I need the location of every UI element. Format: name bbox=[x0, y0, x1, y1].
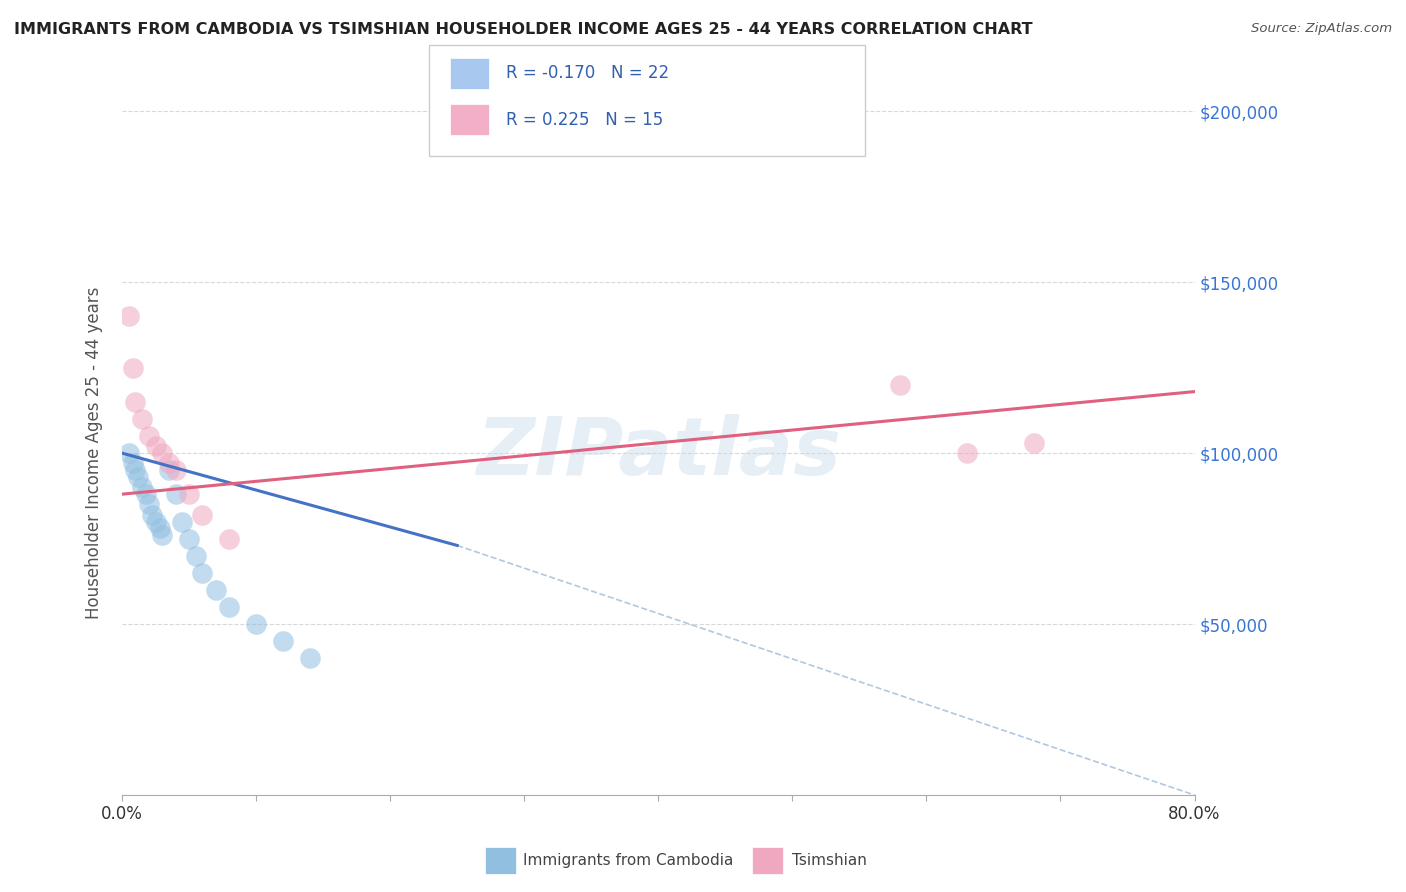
Point bbox=[191, 508, 214, 522]
Point bbox=[165, 487, 187, 501]
Point bbox=[118, 446, 141, 460]
Text: IMMIGRANTS FROM CAMBODIA VS TSIMSHIAN HOUSEHOLDER INCOME AGES 25 - 44 YEARS CORR: IMMIGRANTS FROM CAMBODIA VS TSIMSHIAN HO… bbox=[14, 22, 1032, 37]
Point bbox=[127, 470, 149, 484]
Text: R = -0.170   N = 22: R = -0.170 N = 22 bbox=[506, 64, 669, 82]
Point bbox=[145, 439, 167, 453]
Point bbox=[150, 528, 173, 542]
Point bbox=[157, 456, 180, 470]
Point bbox=[205, 582, 228, 597]
Point bbox=[124, 463, 146, 477]
Point bbox=[298, 651, 321, 665]
Point bbox=[956, 446, 979, 460]
Point bbox=[121, 456, 143, 470]
Text: Source: ZipAtlas.com: Source: ZipAtlas.com bbox=[1251, 22, 1392, 36]
Point bbox=[1022, 435, 1045, 450]
Point bbox=[121, 360, 143, 375]
Point bbox=[149, 521, 172, 535]
Point bbox=[889, 377, 911, 392]
Point bbox=[138, 429, 160, 443]
Point bbox=[145, 515, 167, 529]
Text: R = 0.225   N = 15: R = 0.225 N = 15 bbox=[506, 111, 664, 128]
Text: Tsimshian: Tsimshian bbox=[792, 854, 866, 868]
Point bbox=[150, 446, 173, 460]
Point bbox=[131, 412, 153, 426]
Point bbox=[138, 497, 160, 511]
Point bbox=[177, 487, 200, 501]
Point bbox=[157, 463, 180, 477]
Point bbox=[118, 310, 141, 324]
Point bbox=[131, 480, 153, 494]
Point bbox=[172, 515, 194, 529]
Point bbox=[218, 599, 240, 614]
Point bbox=[135, 487, 157, 501]
Point bbox=[165, 463, 187, 477]
Point bbox=[218, 532, 240, 546]
Text: ZIPatlas: ZIPatlas bbox=[475, 414, 841, 492]
Point bbox=[177, 532, 200, 546]
Point bbox=[124, 394, 146, 409]
Text: Immigrants from Cambodia: Immigrants from Cambodia bbox=[523, 854, 734, 868]
Point bbox=[271, 634, 294, 648]
Point bbox=[141, 508, 163, 522]
Point bbox=[191, 566, 214, 580]
Point bbox=[245, 617, 267, 632]
Y-axis label: Householder Income Ages 25 - 44 years: Householder Income Ages 25 - 44 years bbox=[86, 287, 103, 619]
Point bbox=[184, 549, 207, 563]
